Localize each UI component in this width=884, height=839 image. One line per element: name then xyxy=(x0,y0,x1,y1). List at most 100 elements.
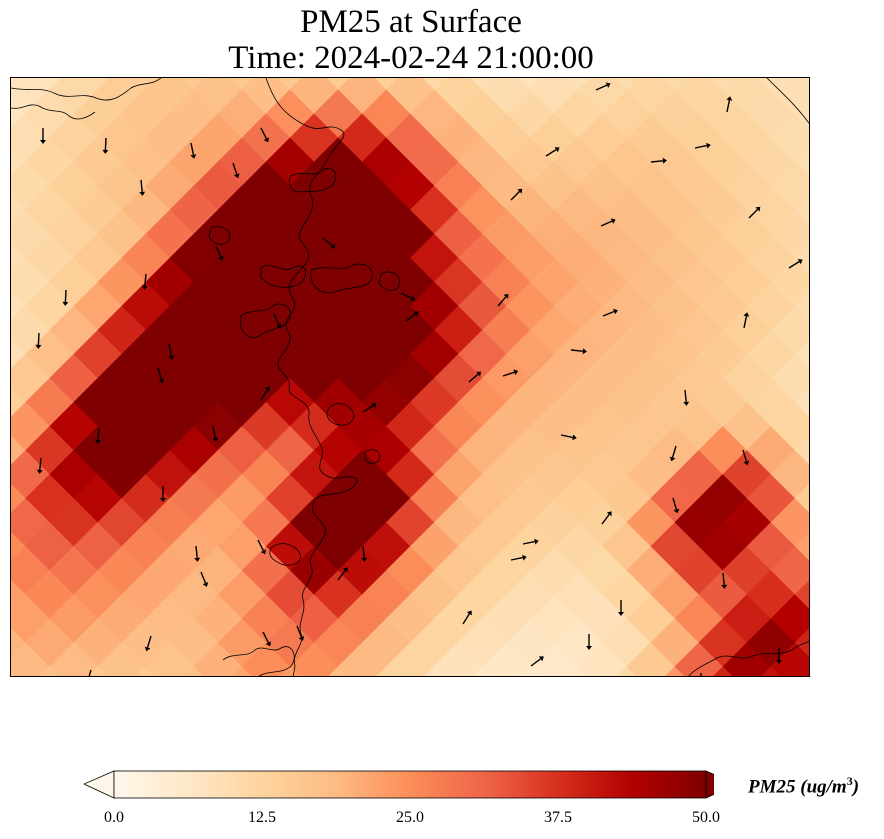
wind-vector-shaft xyxy=(262,631,270,644)
wind-vector-head xyxy=(62,301,69,306)
wind-vector-shaft xyxy=(257,539,265,552)
coastline-southwest xyxy=(222,646,295,676)
wind-vector-shaft xyxy=(522,540,535,545)
wind-vector-shaft xyxy=(545,149,557,157)
wind-vector-arrow xyxy=(669,445,677,462)
coastline-north xyxy=(11,78,162,101)
wind-vector-head xyxy=(168,355,175,360)
colorbar-min-extend xyxy=(84,770,115,799)
wind-vector-head xyxy=(202,582,209,587)
wind-vector-head xyxy=(342,567,348,573)
pm25-field-map xyxy=(11,78,809,676)
wind-vector-shaft xyxy=(168,343,173,356)
wind-vector-head xyxy=(330,243,336,249)
wind-vector-head xyxy=(102,149,109,154)
wind-vector-head xyxy=(669,456,676,462)
wind-vector-shaft xyxy=(212,425,217,438)
colorbar-tick-3: 37.5 xyxy=(544,809,572,826)
wind-vector-arrow xyxy=(672,497,680,514)
wind-vector-head xyxy=(265,641,271,647)
wind-vector-head xyxy=(662,157,667,164)
wind-vector-head xyxy=(361,557,368,562)
wind-vector-arrow xyxy=(232,162,240,179)
wind-vector-arrow xyxy=(683,389,690,406)
coastline-inner-loop-2 xyxy=(310,263,373,294)
pm25-grid-cell xyxy=(794,281,809,331)
map-title: PM25 at Surface xyxy=(300,4,522,40)
wind-vector-arrow xyxy=(721,572,728,589)
wind-vector-shaft xyxy=(462,613,470,625)
wind-vector-shaft xyxy=(190,142,195,155)
pm25-grid-cell xyxy=(794,184,809,235)
wind-vector-shaft xyxy=(104,137,107,151)
wind-vector-arrow xyxy=(200,571,209,587)
wind-vector-head xyxy=(721,584,728,589)
colorbar-label-close: ) xyxy=(852,776,860,798)
wind-vector-head xyxy=(194,557,201,562)
wind-vector-shaft xyxy=(157,367,163,380)
wind-vector-head xyxy=(618,612,624,616)
wind-vector-arrow xyxy=(190,142,197,159)
wind-vector-head xyxy=(605,82,611,88)
wind-vector-shaft xyxy=(722,572,725,585)
wind-vector-arrow xyxy=(102,137,109,154)
wind-vector-shaft xyxy=(39,457,42,470)
wind-vector-head xyxy=(260,549,266,555)
wind-vector-shaft xyxy=(468,373,479,383)
wind-vector-arrow xyxy=(530,656,544,667)
wind-vector-arrow xyxy=(595,82,611,91)
wind-vector-arrow xyxy=(260,127,269,143)
coastline-east-nub xyxy=(364,449,381,464)
wind-vector-arrow xyxy=(36,457,43,474)
wind-vector-arrow xyxy=(650,157,667,164)
pm25-grid-cell xyxy=(794,617,809,668)
pm25-grid-cell xyxy=(794,473,809,524)
wind-vector-arrow xyxy=(748,206,761,219)
wind-vector-arrow xyxy=(361,545,368,562)
wind-vector-head xyxy=(263,137,269,143)
wind-vector-head xyxy=(190,154,197,159)
wind-vector-arrow xyxy=(257,539,266,555)
wind-vector-arrow xyxy=(700,673,702,676)
wind-vector-shaft xyxy=(601,513,610,525)
wind-vector-head xyxy=(371,403,377,409)
wind-vector-head xyxy=(743,460,750,466)
pm25-grid-cell xyxy=(794,569,809,620)
colorbar-label-text: PM25 (ug/m xyxy=(748,776,847,798)
wind-vector-arrow xyxy=(144,635,152,652)
pm25-grid-cell xyxy=(794,425,809,475)
wind-vector-arrow xyxy=(141,273,148,290)
wind-vector-arrow xyxy=(40,128,46,144)
wind-vector-head xyxy=(40,140,46,144)
coastline-inner-loop-3 xyxy=(239,303,291,338)
wind-vector-shaft xyxy=(97,427,100,440)
wind-vector-arrow xyxy=(694,142,711,149)
colorbar-tick-2: 25.0 xyxy=(396,809,424,826)
wind-vector-shaft xyxy=(232,162,238,175)
wind-vector-arrow xyxy=(462,610,472,625)
pm25-grid-cell xyxy=(794,88,809,139)
wind-vector-shaft xyxy=(140,179,143,192)
colorbar-label-exponent: 3 xyxy=(846,774,853,788)
wind-vector-head xyxy=(466,610,472,616)
wind-vector-arrow xyxy=(586,634,592,650)
wind-vector-arrow xyxy=(510,188,523,201)
wind-vector-arrow xyxy=(600,218,616,227)
wind-vector-arrow xyxy=(35,332,42,349)
wind-vector-head xyxy=(572,434,577,441)
wind-vector-arrow xyxy=(160,486,166,502)
wind-vector-arrow xyxy=(510,554,527,561)
wind-vector-head xyxy=(160,498,166,502)
wind-vector-arrow xyxy=(94,427,101,444)
wind-vector-shaft xyxy=(144,273,147,286)
wind-vector-shaft xyxy=(694,144,707,149)
wind-vector-head xyxy=(413,311,419,317)
wind-vector-shaft xyxy=(337,569,346,581)
wind-vector-shaft xyxy=(602,310,615,317)
wind-vector-arrow xyxy=(88,669,92,676)
wind-vector-shaft xyxy=(405,313,417,322)
wind-vector-shaft xyxy=(37,332,40,346)
wind-vector-arrow xyxy=(215,245,224,261)
pm25-grid-cell xyxy=(794,329,809,379)
wind-vector-arrow xyxy=(260,386,270,401)
